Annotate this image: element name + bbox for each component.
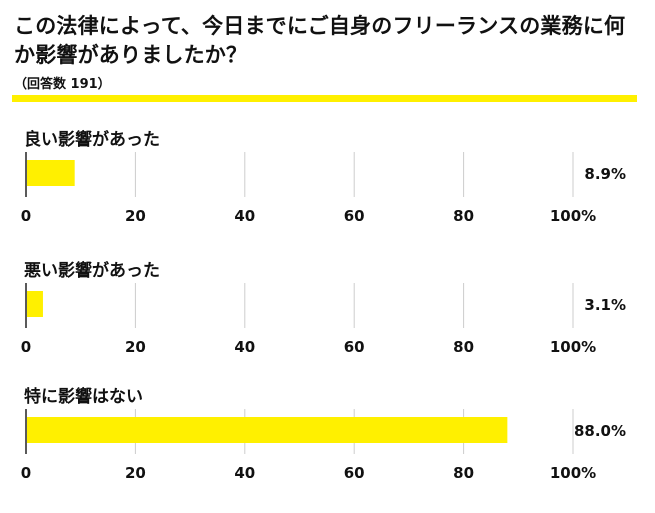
category-label: 悪い影響があった <box>24 260 160 281</box>
x-tick-label: 100% <box>550 207 596 225</box>
x-tick-label: 0 <box>21 464 31 482</box>
x-tick-label: 60 <box>344 464 365 482</box>
x-tick-label: 60 <box>344 338 365 356</box>
x-tick-label: 80 <box>453 207 474 225</box>
chart-panel-2: 悪い影響があった 3.1% 0 20 40 60 80 100% <box>21 260 626 356</box>
x-tick-label: 100% <box>550 464 596 482</box>
x-tick-label: 20 <box>125 464 146 482</box>
value-label: 88.0% <box>574 422 626 440</box>
x-tick-label: 40 <box>234 207 255 225</box>
chart-panel-1: 良い影響があった 8.9% 0 20 40 60 80 100% <box>21 129 626 225</box>
bar <box>27 417 508 443</box>
x-tick-label: 80 <box>453 338 474 356</box>
value-label: 8.9% <box>584 165 626 183</box>
chart-title: この法律によって、今日までにご自身のフリーランスの業務に何か影響がありましたか？ <box>14 14 626 67</box>
x-tick-label: 40 <box>234 338 255 356</box>
x-tick-label: 100% <box>550 338 596 356</box>
x-tick-label: 20 <box>125 207 146 225</box>
value-label: 3.1% <box>584 296 626 314</box>
response-count: （回答数 191） <box>14 77 111 92</box>
chart-panel-3: 特に影響はない 88.0% 0 20 40 60 80 100% <box>21 386 626 482</box>
category-label: 特に影響はない <box>24 386 143 407</box>
category-label: 良い影響があった <box>24 129 160 150</box>
x-tick-label: 0 <box>21 338 31 356</box>
x-tick-label: 0 <box>21 207 31 225</box>
x-tick-label: 20 <box>125 338 146 356</box>
bar <box>27 160 75 186</box>
x-tick-label: 60 <box>344 207 365 225</box>
bar <box>27 291 43 317</box>
x-tick-label: 80 <box>453 464 474 482</box>
x-tick-label: 40 <box>234 464 255 482</box>
title-divider <box>12 95 637 102</box>
